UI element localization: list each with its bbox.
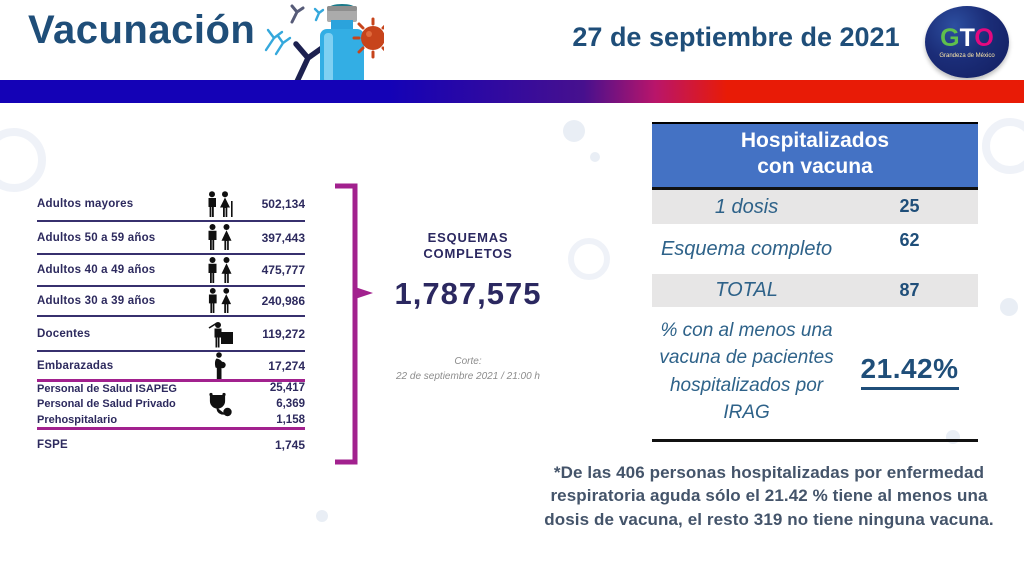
footnote-line: *De las 406 personas hospitalizadas por … [553,463,985,482]
group-label: Personal de Salud ISAPEG [37,383,177,396]
man-woman-icon [197,256,243,284]
footnote-line: respiratoria aguda sólo el 21.42 % tiene… [550,486,988,506]
page-title: Vacunación [28,8,256,52]
gto-logo-subtitle: Grandeza de México [939,52,995,59]
header-divider-gradient-bar [0,80,1024,103]
cutoff-date: 22 de septiembre 2021 / 21:00 h [396,371,540,382]
group-label: Adultos 30 a 39 años [37,295,156,307]
group-value: 119,272 [262,326,305,341]
report-date: 27 de septiembre de 2021 [572,22,900,52]
complete-schemes-label: ESQUEMAS COMPLETOS [376,230,560,263]
group-value: 1,158 [276,413,305,426]
group-label: Prehospitalario [37,413,118,426]
group-label: Embarazadas [37,359,114,372]
data-cutoff-note: Corte: 22 de septiembre 2021 / 21:00 h [376,354,560,385]
row-label: TOTAL [715,279,778,301]
footnote: *De las 406 personas hospitalizadas por … [516,461,1022,531]
hospitalized-with-vaccine-table: Hospitalizados con vacuna 1 dosis 25 Esq… [652,122,978,442]
group-values: 25,417 6,369 1,158 [243,381,305,428]
table-row: Docentes 119,272 [37,317,305,352]
row-value: 62 [899,229,920,250]
stethoscope-icon [197,392,243,418]
group-value: 17,274 [268,358,305,373]
vaccination-groups-table: Adultos mayores 502,134 Adultos 50 a 59 … [37,188,305,460]
table-header-line2: con vacuna [757,155,873,179]
group-label: Adultos mayores [37,198,134,210]
table-row: Adultos 50 a 59 años 397,443 [37,222,305,255]
row-label: 1 dosis [714,195,779,218]
group-value: 397,443 [261,230,305,245]
virus-watermark [0,128,46,192]
row-value: 21.42% [841,353,978,391]
table-row: 1 dosis 25 [652,189,978,224]
group-value: 25,417 [269,382,305,395]
gto-logo-text: GTO [940,23,994,52]
table-header-line1: Hospitalizados [740,129,890,152]
virus-icon [352,17,389,59]
table-row: Adultos 30 a 39 años 240,986 [37,287,305,317]
table-row: Adultos mayores 502,134 [37,188,305,222]
complete-schemes-value: 1,787,575 [394,275,542,311]
row-value: 25 [899,196,920,216]
gto-logo: GTO Grandeza de México [925,6,1009,78]
virus-watermark [1000,298,1018,316]
cutoff-label: Corte: [454,355,482,367]
virus-watermark [568,238,610,280]
man-woman-icon [197,288,243,314]
complete-schemes-label-line1: ESQUEMAS [427,230,509,245]
group-label: FSPE [37,439,68,451]
percentage-value: 21.42% [860,353,959,391]
group-value: 502,134 [261,197,305,211]
virus-watermark [590,152,600,162]
virus-watermark [982,118,1024,174]
table-row-percentage: % con al menos una vacuna de pacientes h… [652,307,978,442]
vial-icon [320,4,364,87]
group-value: 475,777 [261,263,305,277]
table-row: Esquema completo 62 [652,224,978,274]
table-row: TOTAL 87 [652,273,978,307]
group-value: 240,986 [261,294,305,308]
group-labels: Personal de Salud ISAPEG Personal de Sal… [37,382,197,427]
bracket-accolade [331,182,377,471]
group-label: Docentes [37,327,91,340]
table-row: FSPE 1,745 [37,430,305,460]
virus-watermark [316,510,328,522]
table-row: Adultos 40 a 49 años 475,777 [37,255,305,287]
table-header: Hospitalizados con vacuna [652,122,978,190]
group-value: 6,369 [276,398,305,411]
table-row-health-personnel: Personal de Salud ISAPEG Personal de Sal… [37,382,305,430]
elderly-couple-icon [197,190,243,218]
teacher-icon [197,319,243,349]
complete-schemes-label-line2: COMPLETOS [423,246,513,262]
virus-watermark [563,120,585,142]
gto-letter-o: O [974,23,994,52]
gto-letter-g: G [940,23,960,52]
group-label: Personal de Salud Privado [37,398,176,411]
man-woman-icon [197,224,243,251]
pregnant-woman-icon [197,351,243,380]
antibody-icon [264,7,325,56]
group-label: Adultos 50 a 59 años [37,231,156,244]
table-row: Embarazadas 17,274 [37,351,305,382]
row-label: % con al menos una vacuna de pacientes h… [659,319,834,424]
antibody-icon [290,4,305,24]
footnote-line: dosis de vacuna, el resto 319 no tiene n… [544,509,994,529]
group-value: 1,745 [274,438,305,452]
row-value: 87 [899,279,920,300]
row-label: Esquema completo [660,237,833,260]
gto-letter-t: T [959,23,975,52]
complete-schemes-block: ESQUEMAS COMPLETOS 1,787,575 Corte: 22 d… [376,230,560,385]
group-label: Adultos 40 a 49 años [37,264,156,276]
